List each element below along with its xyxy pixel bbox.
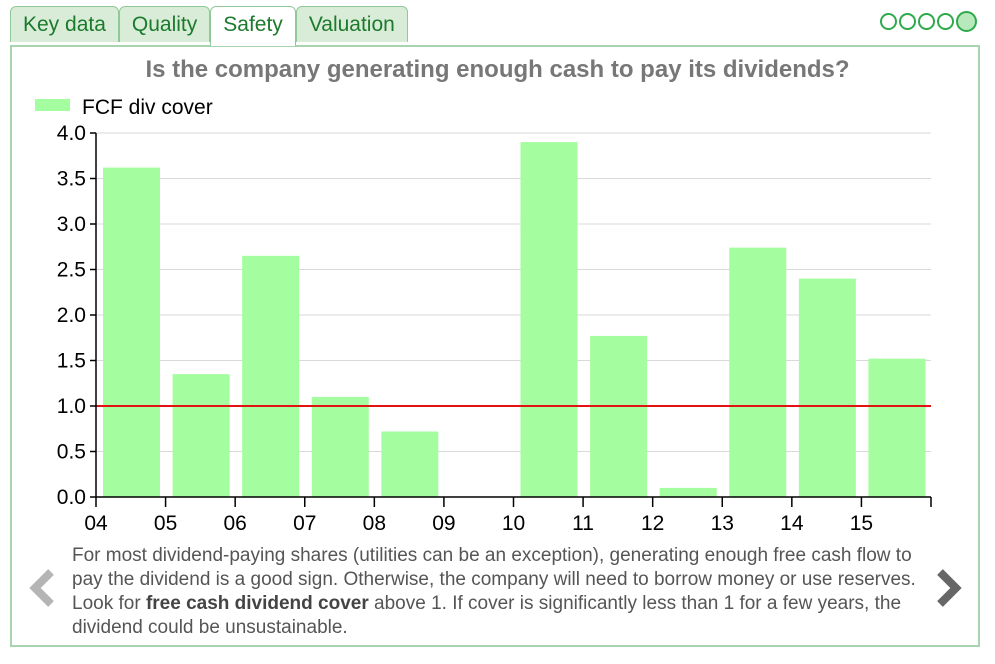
tab-safety[interactable]: Safety (210, 6, 296, 46)
y-tick-label: 0.0 (57, 486, 86, 509)
tab-valuation[interactable]: Valuation (295, 6, 408, 42)
x-tick-label: 14 (780, 512, 804, 535)
bar (381, 431, 439, 497)
x-tick-label: 06 (223, 512, 246, 535)
legend-label: FCF div cover (82, 96, 213, 119)
prev-button[interactable] (27, 568, 57, 608)
bar (103, 167, 160, 497)
legend-swatch (35, 99, 70, 111)
page-dot-5[interactable] (956, 11, 977, 32)
page-dot-1[interactable] (880, 13, 897, 30)
y-tick-label: 1.0 (57, 395, 86, 418)
page-dot-2[interactable] (899, 13, 916, 30)
x-tick-label: 08 (363, 512, 386, 535)
x-tick-label: 15 (850, 512, 873, 535)
page-dot-3[interactable] (918, 13, 935, 30)
x-tick-label: 07 (293, 512, 316, 535)
next-button[interactable] (934, 568, 964, 608)
bar (659, 487, 717, 497)
x-tick-label: 05 (154, 512, 177, 535)
page-dot-4[interactable] (937, 13, 954, 30)
x-tick-label: 04 (84, 512, 108, 535)
bar (311, 396, 369, 497)
bar (172, 374, 230, 497)
tab-bar: Key data Quality Safety Valuation (10, 6, 408, 46)
tab-key-data[interactable]: Key data (10, 6, 119, 42)
y-tick-label: 3.5 (57, 168, 86, 191)
x-tick-label: 12 (641, 512, 664, 535)
y-tick-label: 2.5 (57, 259, 86, 282)
y-tick-label: 2.0 (57, 304, 86, 327)
description-text: For most dividend-paying shares (utiliti… (72, 544, 932, 640)
x-tick-label: 13 (711, 512, 734, 535)
bar (520, 142, 578, 497)
chart-title: Is the company generating enough cash to… (145, 56, 850, 83)
tab-quality[interactable]: Quality (118, 6, 211, 42)
description-bold: free cash dividend cover (145, 593, 369, 614)
y-tick-label: 0.5 (57, 441, 86, 464)
bar (798, 278, 856, 497)
chevron-left-icon (29, 569, 54, 607)
bar (729, 247, 787, 497)
bar (868, 358, 926, 497)
x-tick-label: 10 (502, 512, 525, 535)
x-tick-label: 09 (432, 512, 455, 535)
description-part-1: For most dividend-paying shares (utiliti… (72, 545, 916, 614)
y-tick-label: 3.0 (57, 213, 86, 236)
y-tick-label: 4.0 (57, 122, 86, 145)
description-part-2: above 1. If cover is significantly less … (72, 593, 902, 638)
page-indicator (880, 11, 977, 32)
chevron-right-icon (937, 569, 962, 607)
bar (242, 255, 300, 497)
y-tick-label: 1.5 (57, 350, 86, 373)
bar (590, 335, 648, 497)
x-tick-label: 11 (572, 512, 594, 535)
